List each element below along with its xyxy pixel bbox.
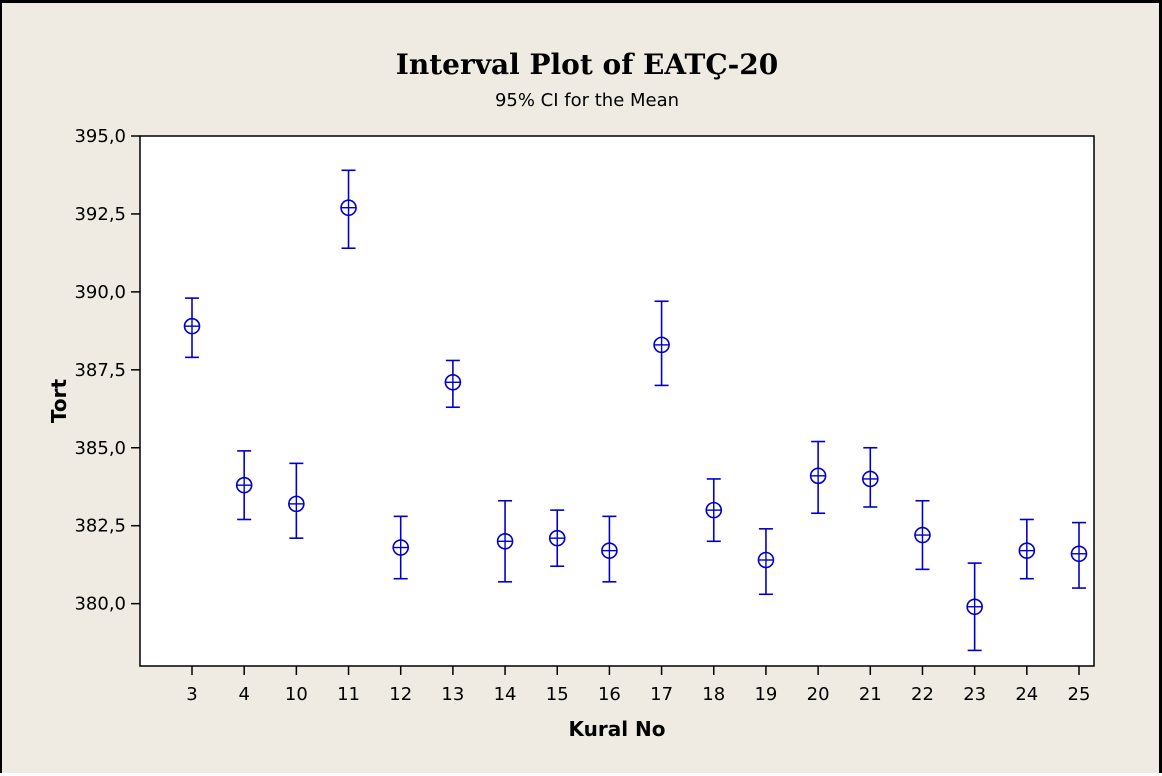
interval-25 [1070, 521, 1088, 589]
y-tick-label: 387,5 [74, 360, 126, 381]
x-tick-label: 23 [963, 684, 986, 705]
y-tick-label: 395,0 [74, 126, 126, 147]
y-axis: 380,0 382,5 385,0 387,5 390,0 392,5 395,0 [74, 126, 140, 615]
interval-19 [757, 528, 775, 596]
x-tick-label: 3 [186, 684, 197, 705]
interval-series [183, 169, 1088, 652]
x-tick-label: 12 [389, 684, 412, 705]
chart-subtitle: 95% CI for the Mean [495, 90, 679, 111]
x-tick-label: 20 [807, 684, 830, 705]
x-tick-label: 16 [598, 684, 621, 705]
x-tick-label: 24 [1015, 684, 1038, 705]
y-tick-label: 385,0 [74, 438, 126, 459]
x-tick-label: 10 [285, 684, 308, 705]
y-tick-label: 382,5 [74, 516, 126, 537]
x-tick-label: 13 [441, 684, 464, 705]
interval-22 [914, 499, 931, 571]
interval-16 [601, 515, 618, 583]
interval-15 [548, 509, 566, 568]
interval-13 [444, 359, 462, 409]
x-tick-label: 14 [494, 684, 517, 705]
y-tick-label: 392,5 [74, 204, 126, 225]
interval-12 [392, 515, 410, 580]
x-tick-label: 15 [546, 684, 569, 705]
interval-20 [809, 440, 827, 515]
interval-24 [1018, 518, 1036, 580]
x-tick-label: 19 [754, 684, 777, 705]
x-tick-label: 11 [337, 684, 360, 705]
y-tick-label: 380,0 [74, 594, 126, 615]
y-tick-label: 390,0 [74, 282, 126, 303]
x-tick-label: 22 [911, 684, 934, 705]
interval-21 [861, 446, 879, 508]
x-tick-label: 17 [650, 684, 673, 705]
y-axis-label: Tort [47, 378, 71, 423]
x-tick-label: 4 [238, 684, 249, 705]
interval-18 [705, 478, 723, 543]
interval-10 [288, 462, 305, 539]
interval-17 [653, 300, 670, 387]
interval-11 [340, 169, 357, 250]
x-tick-label: 25 [1068, 684, 1091, 705]
interval-23 [966, 562, 983, 652]
x-axis: 3 4 10 11 12 13 14 15 16 17 18 19 20 21 22 23 24 25 [186, 666, 1090, 705]
x-tick-label: 18 [702, 684, 725, 705]
interval-4 [235, 450, 253, 521]
chart-title: Interval Plot of EATÇ-20 [396, 48, 779, 81]
interval-plot: Interval Plot of EATÇ-20 95% CI for the … [47, 48, 1095, 741]
interval-14 [496, 499, 514, 583]
x-tick-label: 21 [859, 684, 882, 705]
x-axis-label: Kural No [568, 717, 665, 741]
interval-3 [183, 297, 201, 359]
plot-area [139, 135, 1095, 667]
